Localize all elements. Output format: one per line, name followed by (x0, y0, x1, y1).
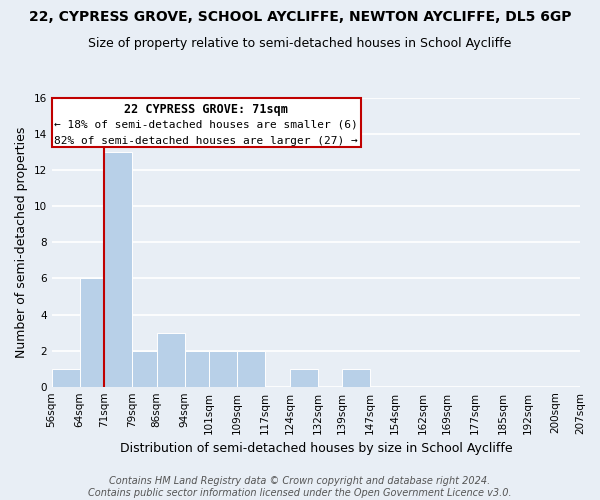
Bar (342, 368, 370, 386)
Bar (157, 332, 185, 386)
Bar (80, 278, 104, 386)
X-axis label: Distribution of semi-detached houses by size in School Aycliffe: Distribution of semi-detached houses by … (119, 442, 512, 455)
Bar (237, 350, 265, 386)
Bar (132, 350, 157, 386)
Text: 22, CYPRESS GROVE, SCHOOL AYCLIFFE, NEWTON AYCLIFFE, DL5 6GP: 22, CYPRESS GROVE, SCHOOL AYCLIFFE, NEWT… (29, 10, 571, 24)
Text: Contains HM Land Registry data © Crown copyright and database right 2024.
Contai: Contains HM Land Registry data © Crown c… (88, 476, 512, 498)
Text: 82% of semi-detached houses are larger (27) →: 82% of semi-detached houses are larger (… (54, 136, 358, 146)
FancyBboxPatch shape (52, 98, 361, 146)
Bar (104, 152, 132, 386)
Bar (209, 350, 237, 386)
Bar (52, 368, 80, 386)
Text: ← 18% of semi-detached houses are smaller (6): ← 18% of semi-detached houses are smalle… (54, 120, 358, 130)
Y-axis label: Number of semi-detached properties: Number of semi-detached properties (15, 126, 28, 358)
Text: Size of property relative to semi-detached houses in School Aycliffe: Size of property relative to semi-detach… (88, 38, 512, 51)
Bar (185, 350, 209, 386)
Text: 22 CYPRESS GROVE: 71sqm: 22 CYPRESS GROVE: 71sqm (124, 104, 288, 117)
Bar (290, 368, 317, 386)
